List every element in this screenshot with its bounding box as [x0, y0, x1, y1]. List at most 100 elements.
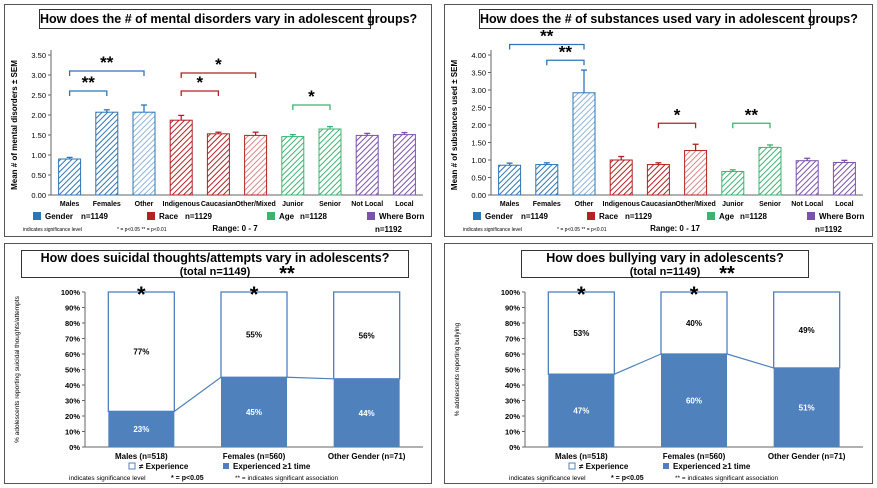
y-tick-label: 3.00 [471, 86, 486, 95]
bar [795, 160, 819, 196]
chart-title: How does the # of substances used vary i… [479, 9, 858, 29]
y-tick-label: 40% [505, 381, 520, 390]
significance-key: * = p<0.05 ** = p<0.01 [117, 227, 167, 233]
chart-title-box: How does suicidal thoughts/attempts vary… [21, 250, 409, 278]
bar-experienced [773, 367, 840, 447]
bar-no-experience [660, 291, 728, 355]
y-tick-label: 80% [65, 319, 80, 328]
y-tick-label: 0.00 [31, 191, 46, 200]
significance-mark: * [196, 73, 203, 92]
chart-subtitle: (total n=1149) [629, 266, 701, 278]
y-tick-label: 50% [505, 366, 520, 375]
mental-disorders-chart: 0.00 0.50 1.00 1.50 2.00 2.50 3.00 3.50 Mean # o… [10, 50, 424, 234]
significance-bracket [292, 104, 331, 110]
significance-mark: * [250, 282, 259, 307]
y-tick-label: 0.00 [471, 191, 486, 200]
significance-bracket [68, 70, 145, 76]
legend-n: n=1129 [185, 212, 212, 221]
chart-title: How does suicidal thoughts/attempts vary… [40, 251, 390, 265]
y-tick-label: 0.50 [31, 171, 46, 180]
bar [58, 158, 82, 196]
y-tick-label: 80% [505, 319, 520, 328]
bar-no-experience [107, 291, 175, 412]
bar [572, 92, 596, 196]
legend-swatch [568, 462, 576, 470]
significance-mark: ** [279, 263, 295, 285]
y-tick-label: 30% [65, 397, 80, 406]
data-label: 45% [246, 408, 262, 417]
y-tick-label: 70% [65, 335, 80, 344]
x-tick-label: Other Gender (n=71) [768, 452, 846, 461]
significance-key: * = p<0.05 [611, 475, 644, 482]
range-label: Range: 0 - 7 [212, 224, 258, 233]
data-label: 49% [799, 326, 815, 335]
legend-label: Age [279, 212, 295, 221]
y-tick-label: 10% [65, 428, 80, 437]
legend-swatch [223, 463, 229, 469]
significance-bracket [732, 122, 771, 129]
chart-title: How does bullying vary in adolescents? [546, 251, 784, 265]
bar [392, 134, 416, 196]
x-tick-label: Other [135, 201, 154, 208]
x-tick-label: Senior [759, 201, 781, 208]
chart-subtitle: (total n=1149) [179, 266, 251, 278]
legend-n: n=1128 [300, 212, 327, 221]
x-tick-label: Other/Mixed [675, 201, 715, 208]
series-connector [726, 353, 774, 369]
x-tick-label: Not Local [351, 201, 383, 208]
bar-experienced [333, 378, 400, 447]
legend-swatch [267, 212, 275, 220]
bar-no-experience [333, 291, 401, 380]
bullying-chart-panel: How does bullying vary in adolescents? (… [444, 243, 873, 484]
x-tick-label: Females [93, 201, 121, 208]
y-tick-label: 1.00 [471, 156, 486, 165]
x-tick-label: Junior [282, 201, 304, 208]
bar [132, 111, 156, 196]
y-tick-label: 60% [505, 350, 520, 359]
y-tick-label: 2.50 [471, 104, 486, 113]
y-tick-label: 2.50 [31, 91, 46, 100]
legend-n: n=1192 [815, 225, 842, 234]
data-label: 56% [359, 331, 375, 340]
bar [206, 133, 230, 196]
significance-note: indicates significance level [69, 475, 146, 482]
significance-note: indicates significance level [509, 475, 586, 482]
significance-mark: ** [82, 73, 96, 92]
y-tick-label: 3.50 [31, 51, 46, 60]
bar [318, 128, 342, 196]
significance-bracket [68, 90, 108, 96]
y-axis-label: % adolescents reporting suicidal thought… [14, 295, 21, 442]
substances-chart: 0.00 0.50 1.00 1.50 2.00 2.50 3.00 3.50 4.00 Mean… [450, 27, 864, 235]
bar [95, 111, 119, 196]
suicidal-chart-panel: How does suicidal thoughts/attempts vary… [4, 243, 432, 484]
x-tick-label: Males (n=518) [115, 452, 168, 461]
legend-n: n=1149 [521, 212, 548, 221]
y-tick-label: 1.50 [471, 139, 486, 148]
significance-mark: * [674, 105, 681, 124]
series-connector [286, 376, 334, 380]
y-tick-label: 50% [65, 366, 80, 375]
legend-label: Race [159, 212, 179, 221]
bar-experienced [661, 354, 727, 447]
data-label: 53% [573, 329, 589, 338]
x-tick-label: Females (n=560) [663, 452, 726, 461]
data-label: 77% [133, 348, 149, 357]
bar-no-experience [547, 291, 615, 375]
legend-swatch [587, 212, 595, 220]
y-tick-label: 40% [65, 381, 80, 390]
legend-swatch [33, 212, 41, 220]
x-tick-label: Local [395, 201, 413, 208]
legend-n: n=1128 [740, 212, 767, 221]
bar-experienced [108, 411, 175, 447]
legend-swatch [128, 462, 136, 470]
data-label: 51% [799, 403, 815, 412]
y-tick-label: 0% [509, 443, 520, 452]
legend-label: ≠ Experience [579, 462, 629, 471]
significance-key: ** = indicates significant association [235, 475, 339, 482]
bar [244, 134, 268, 196]
x-tick-label: Females (n=560) [223, 452, 286, 461]
significance-note: indicates significance level [23, 227, 82, 233]
chart-title: How does the # of mental disorders vary … [39, 9, 417, 29]
y-axis-label: Mean # of mental disorders ± SEM [10, 60, 19, 190]
y-axis-label: Mean # of substances used ± SEM [450, 60, 459, 191]
